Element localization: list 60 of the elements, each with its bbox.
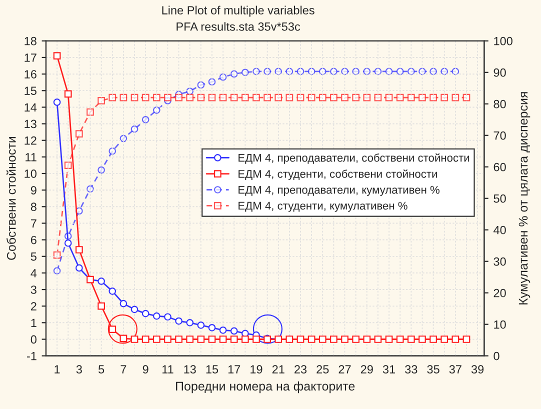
legend-label: ЕДМ 4, студенти, кумулативен % — [238, 202, 408, 212]
x-tick-label: 27 — [338, 365, 351, 374]
chart-subtitle: PFA results.sta 35v*53c — [176, 22, 300, 31]
x-tick-label: 3 — [76, 365, 82, 374]
y-tick-label: 2 — [30, 302, 36, 310]
legend-label: ЕДМ 4, преподаватели, собствени стойности — [238, 153, 470, 164]
y2-tick-label: 10 — [494, 320, 506, 329]
y-tick-label: 4 — [30, 269, 37, 278]
x-tick-label: 1 — [54, 365, 60, 374]
y2-tick-label: 50 — [494, 194, 506, 203]
x-tick-label: 37 — [449, 365, 462, 374]
y-tick-label: 14 — [24, 103, 37, 112]
x-tick-label: 7 — [120, 365, 126, 374]
y-tick-label: 7 — [30, 219, 36, 228]
y-tick-label: 10 — [24, 170, 36, 178]
y-tick-label: 5 — [30, 252, 36, 261]
y2-tick-label: 40 — [493, 226, 506, 234]
x-tick-label: 11 — [162, 365, 174, 374]
y-tick-label: 3 — [30, 286, 36, 294]
x-axis-title: Поредни номера на факторите — [176, 381, 355, 394]
x-tick-label: 21 — [272, 365, 284, 374]
y2-tick-label: 70 — [494, 131, 506, 140]
y-tick-label: 8 — [30, 202, 36, 212]
y-tick-label: 0 — [30, 335, 36, 344]
x-tick-label: 9 — [142, 365, 148, 374]
y2-tick-label: 60 — [494, 162, 506, 172]
y2-tick-label: 90 — [494, 68, 506, 77]
y2-tick-label: 0 — [494, 352, 500, 360]
y-tick-label: -1 — [26, 352, 36, 360]
legend-label: ЕДМ 4, студенти, собствени стойности — [238, 169, 437, 180]
chart-title: Line Plot of multiple variables — [162, 6, 314, 17]
y-tick-label: 1 — [31, 318, 36, 327]
y2-axis-title: Кумулативен % от цялата дисперсия — [518, 92, 530, 304]
x-tick-label: 25 — [316, 365, 329, 374]
y-axis-title: Собствени стойности — [6, 137, 16, 260]
y2-tick-label: 20 — [494, 288, 506, 298]
y-tick-label: 11 — [26, 153, 36, 162]
y-tick-label: 15 — [24, 86, 36, 96]
x-tick-label: 13 — [184, 365, 196, 374]
x-tick-label: 15 — [206, 365, 218, 374]
x-tick-label: 33 — [405, 365, 418, 374]
y-tick-label: 13 — [24, 120, 36, 128]
x-tick-label: 23 — [294, 365, 307, 374]
y2-tick-label: 80 — [494, 100, 506, 108]
x-tick-label: 31 — [382, 365, 396, 374]
y-tick-label: 6 — [30, 236, 36, 244]
y-tick-label: 9 — [30, 186, 36, 194]
y-tick-label: 17 — [24, 54, 36, 62]
y2-tick-label: 100 — [494, 36, 512, 46]
y-tick-label: 16 — [24, 70, 36, 78]
x-tick-label: 17 — [228, 365, 240, 374]
x-tick-label: 5 — [98, 365, 104, 374]
x-tick-label: 39 — [471, 365, 484, 374]
y2-tick-label: 30 — [494, 257, 506, 266]
y-tick-label: 18 — [24, 36, 36, 46]
x-tick-label: 19 — [250, 365, 262, 374]
x-tick-label: 35 — [427, 365, 440, 374]
x-tick-label: 29 — [360, 365, 373, 374]
y-tick-label: 12 — [24, 136, 36, 145]
legend-label: ЕДМ 4, преподаватели, кумулативен % — [238, 186, 440, 196]
